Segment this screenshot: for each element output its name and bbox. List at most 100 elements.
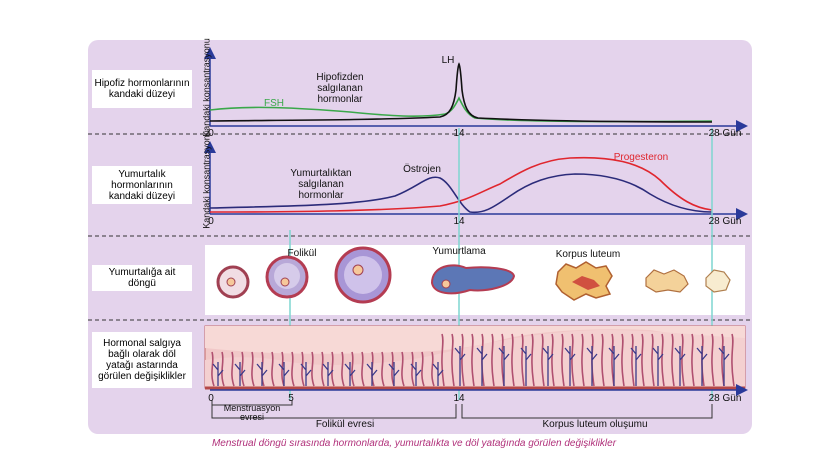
uterine-gland [561,333,565,387]
timeline-tick-0: 0 [208,393,214,404]
spiral-artery [586,346,598,386]
uterine-gland [421,351,425,387]
graph2-tick-14: 14 [453,216,465,227]
timeline-tick-28: 28 Gün [708,393,742,404]
corpus-luteum-label: Korpus luteum [555,249,621,260]
uterine-gland [381,351,385,387]
spiral-artery [520,346,532,386]
spiral-artery [608,346,620,386]
spiral-artery [476,346,488,386]
row-label-ovarian-cycle: Yumurtalığa ait döngü [92,265,192,291]
uterine-gland [621,333,625,387]
uterine-gland [271,351,275,387]
uterine-gland [631,333,635,387]
follicle-3 [334,246,392,304]
row-label-pituitary: Hipofiz hormonlarının kandaki düzeyi [92,70,192,108]
spiral-artery [300,362,312,386]
uterine-gland [351,351,355,387]
spiral-artery [652,346,664,386]
follicle-label: Folikül [287,248,317,259]
corpus-luteum-2 [645,269,689,293]
spiral-artery [696,346,708,386]
uterine-gland [491,333,495,387]
ovulating-follicle [430,264,516,295]
uterine-gland [661,333,665,387]
spiral-artery [212,362,224,386]
progesterone-curve [209,156,713,213]
spiral-artery [718,346,730,386]
uterine-gland [311,351,315,387]
graph1-tick-0: 0 [208,128,214,139]
menstruation-phase-label: Menstruasyon evresi [223,403,281,422]
uterine-gland [711,333,715,387]
spiral-artery [388,362,400,386]
uterine-gland [321,351,325,387]
graph2-title: Yumurtalıktan salgılanan hormonlar [290,168,352,201]
uterine-gland [681,333,685,387]
figure-caption: Menstrual döngü sırasında hormonlarda, y… [211,438,617,449]
uterine-gland [411,351,415,387]
spiral-artery [322,362,334,386]
uterine-gland [401,351,405,387]
uterine-gland [511,333,515,387]
uterine-gland [691,333,695,387]
row-separators [88,133,752,321]
spiral-artery [498,346,510,386]
fsh-label: FSH [264,98,284,109]
uterine-gland [251,351,255,387]
timeline-tick-5: 5 [288,393,294,404]
ovulation-label: Yumurtlama [432,246,486,257]
luteal-phase-label: Korpus luteum oluşumu [542,419,648,430]
spiral-artery [410,362,422,386]
spiral-artery [674,346,686,386]
uterine-gland [211,351,215,387]
uterine-gland [221,351,225,387]
graph1-title: Hipofizden salgılanan hormonlar [316,72,364,105]
spiral-artery [234,362,246,386]
uterine-vessels [212,346,730,386]
graph1-tick-28: 28 Gün [708,128,742,139]
uterine-gland [301,351,305,387]
uterine-gland [581,333,585,387]
spiral-artery [564,346,576,386]
uterine-gland [291,351,295,387]
spiral-artery [432,362,444,386]
uterine-gland [341,351,345,387]
graph2-tick-0: 0 [208,216,214,227]
uterine-gland [441,333,445,387]
spiral-artery [366,362,378,386]
uterine-gland [571,333,575,387]
uterine-gland [431,351,435,387]
uterine-lining [204,325,746,390]
row-label-uterine: Hormonal salgıya bağlı olarak döl yatağı… [92,332,192,388]
uterine-gland [461,333,465,387]
uterine-gland [671,333,675,387]
spiral-artery [454,346,466,386]
uterine-gland [601,333,605,387]
spiral-artery [278,362,290,386]
phase-brackets [211,400,713,419]
graph2-tick-28: 28 Gün [708,216,742,227]
uterine-gland [651,333,655,387]
uterine-gland [731,333,735,387]
spiral-artery [344,362,356,386]
uterine-gland [551,333,555,387]
estrogen-label: Östrojen [403,164,441,175]
graph1-tick-14: 14 [453,128,465,139]
uterine-gland [361,351,365,387]
estrogen-curve [209,173,713,214]
row-label-ovarian-hormones: Yumurtalık hormonlarının kandaki düzeyi [92,166,192,204]
uterine-gland [521,333,525,387]
uterine-gland [531,333,535,387]
lh-curve [209,62,713,123]
uterine-gland [241,351,245,387]
uterine-gland [471,333,475,387]
spiral-artery [630,346,642,386]
spiral-artery [542,346,554,386]
uterine-gland [331,351,335,387]
lh-label: LH [441,55,455,66]
graph2-axes [204,141,748,220]
spiral-artery [256,362,268,386]
uterine-gland [451,333,455,387]
